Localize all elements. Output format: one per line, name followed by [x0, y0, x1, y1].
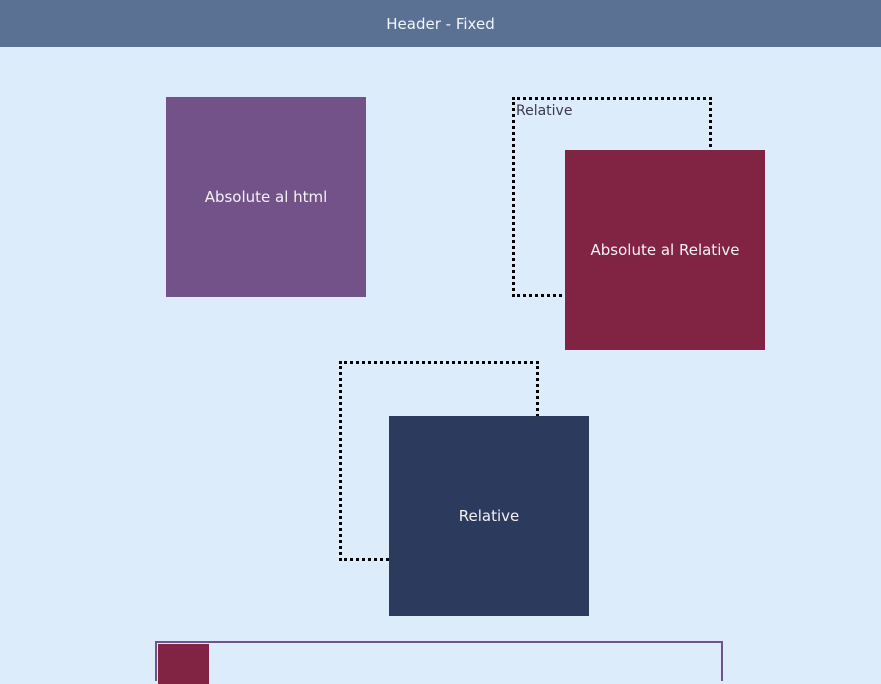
- relative-box-label: Relative: [458, 507, 520, 525]
- relative-container-label: Relative: [516, 103, 573, 119]
- header-title: Header - Fixed: [386, 14, 495, 33]
- fixed-header: Header - Fixed: [0, 0, 881, 47]
- absolute-html-box: Absolute al html: [166, 97, 366, 297]
- absolute-html-label: Absolute al html: [204, 188, 328, 206]
- absolute-relative-box: Absolute al Relative: [565, 150, 765, 350]
- relative-box: Relative: [389, 416, 589, 616]
- bottom-container: [155, 641, 723, 684]
- absolute-relative-label: Absolute al Relative: [590, 241, 740, 259]
- bottom-inner-box: [158, 644, 209, 684]
